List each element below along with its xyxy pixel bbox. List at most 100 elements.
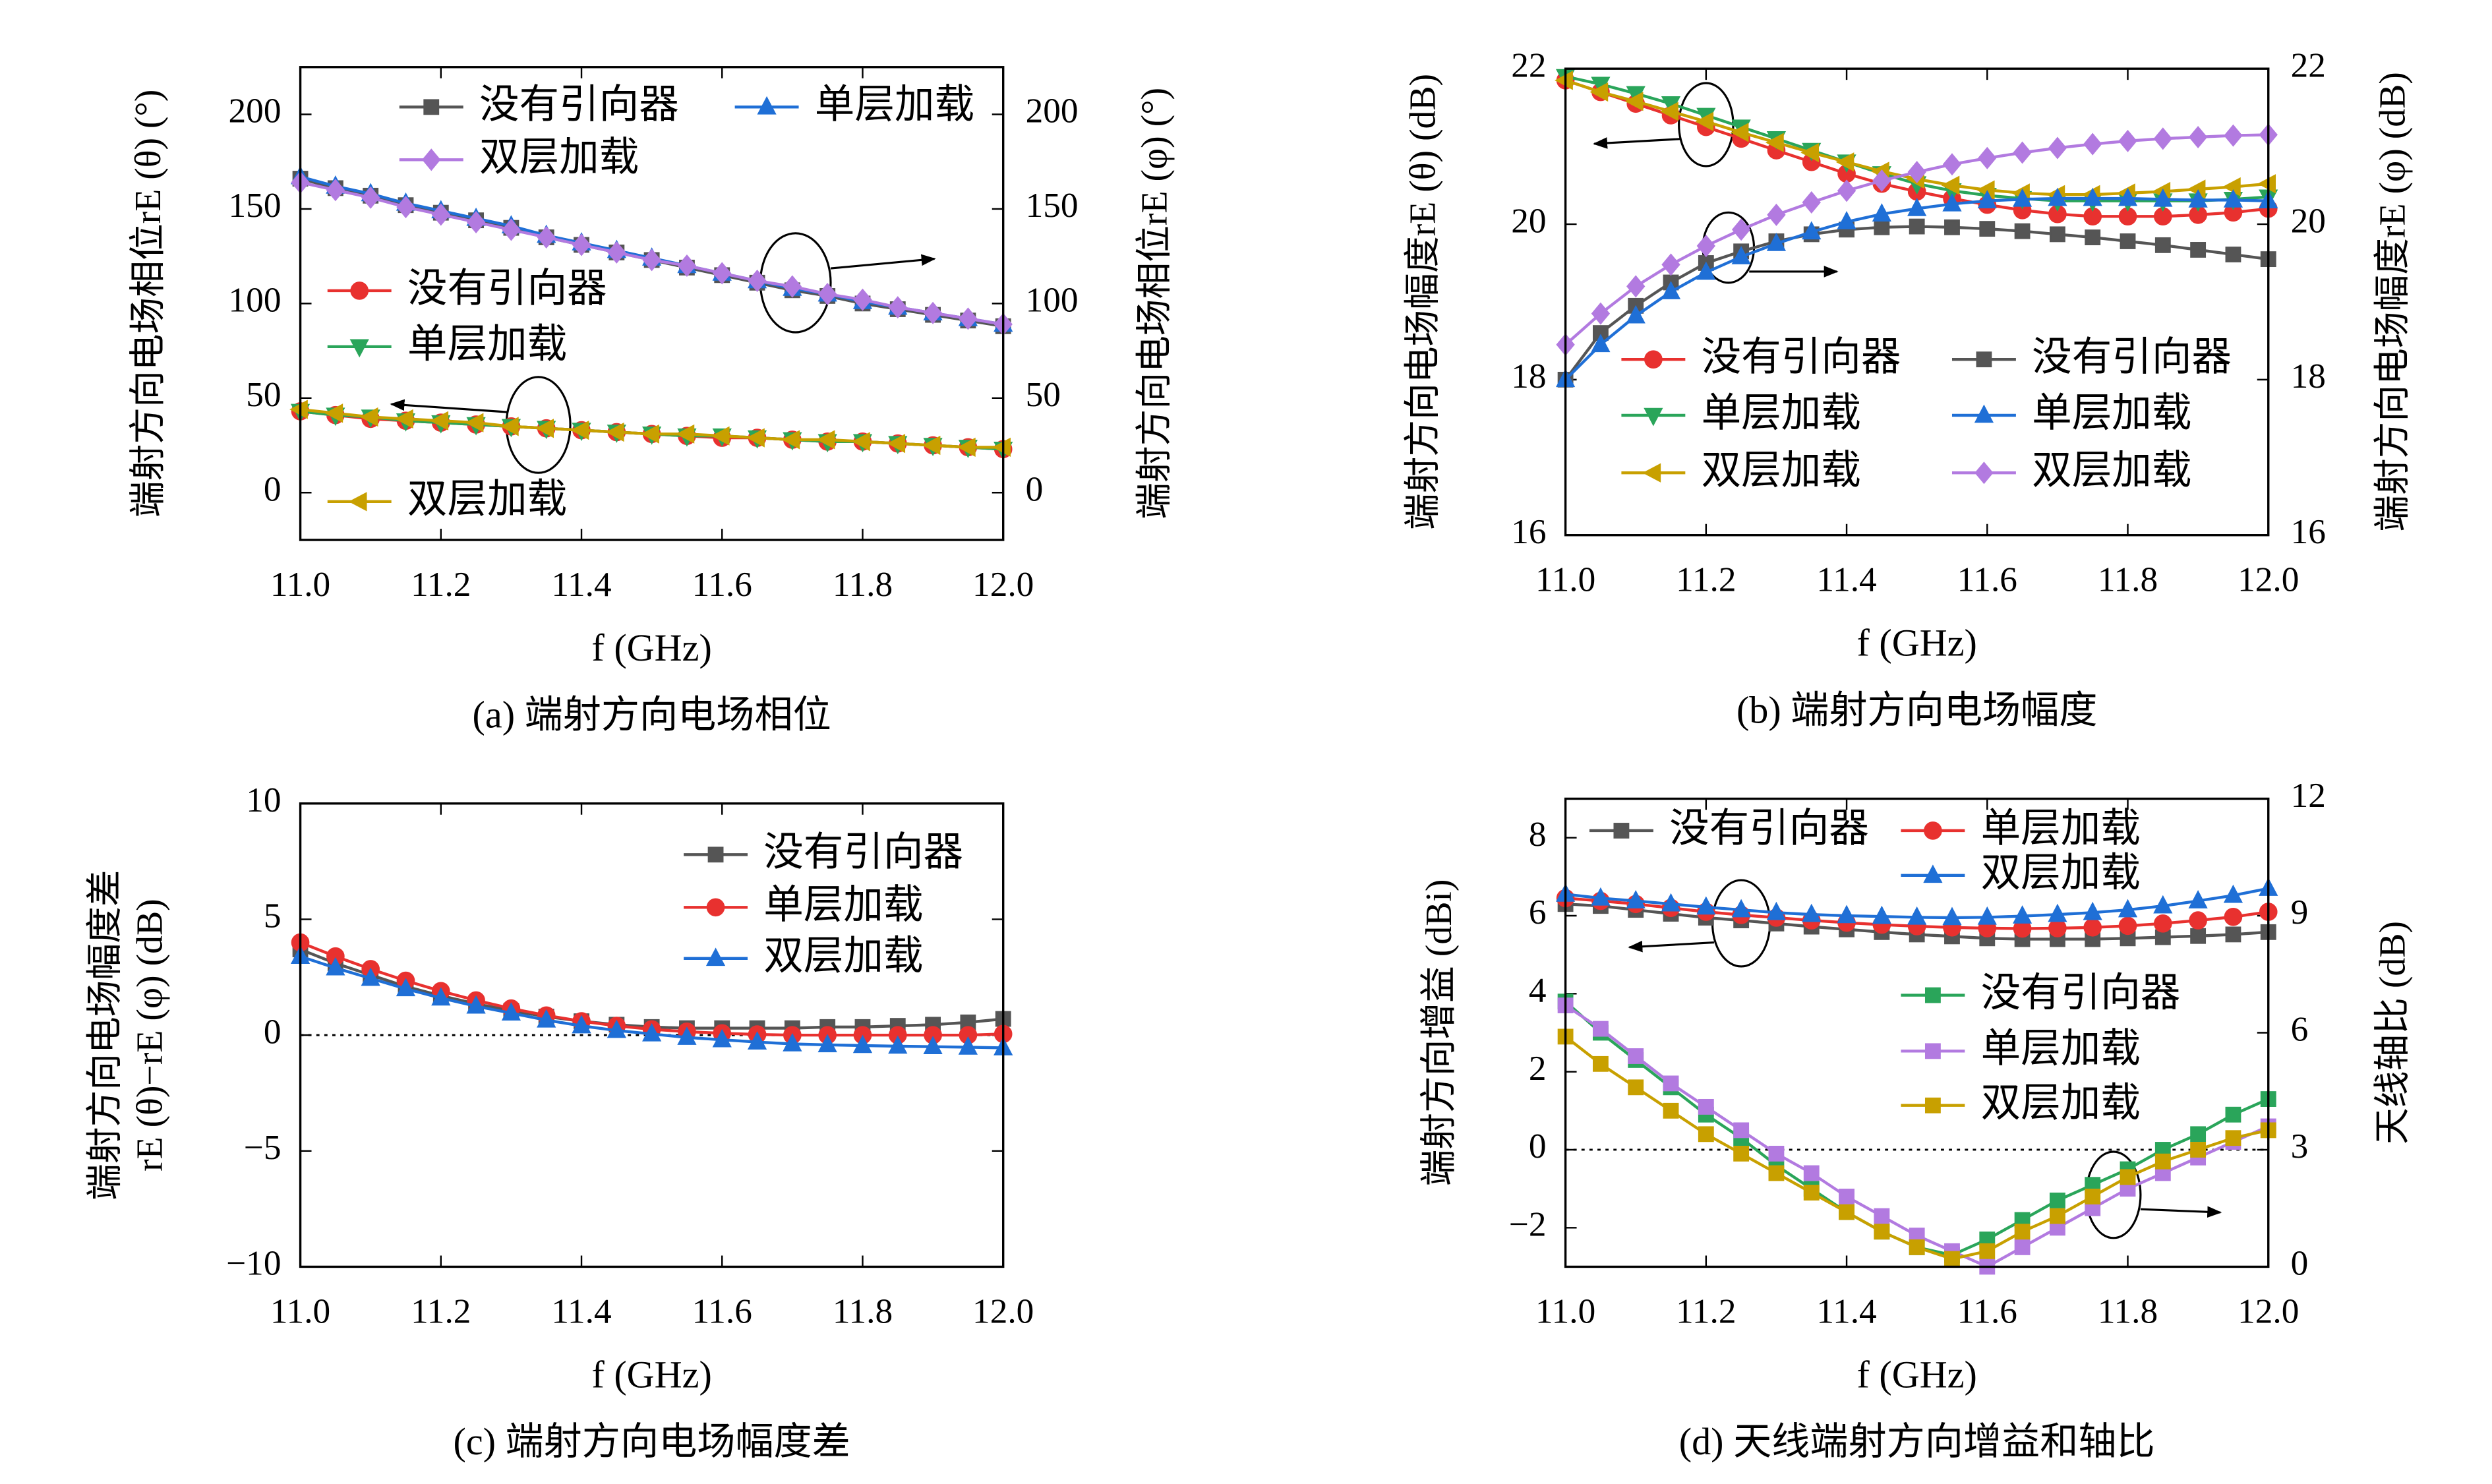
plot-frame [1564, 797, 2270, 1268]
marker [537, 1009, 556, 1028]
marker [2083, 187, 2102, 206]
legend-symbol [1924, 987, 1941, 1003]
marker [572, 1015, 591, 1034]
legend-symbol [1923, 864, 1943, 883]
marker [1628, 1079, 1644, 1096]
marker [1660, 102, 1678, 121]
marker [2014, 1224, 2031, 1240]
marker [1909, 218, 1925, 235]
legend-item: 双层加载 [1901, 1081, 2141, 1125]
marker [2225, 926, 2241, 943]
legend-label: 没有引向器 [407, 266, 607, 311]
marker [1592, 1055, 1609, 1072]
marker [959, 307, 978, 330]
marker [888, 296, 907, 319]
marker [2048, 903, 2067, 922]
legend-item: 没有引向器 [1901, 971, 2180, 1015]
marker [1874, 1208, 1890, 1224]
x-tick-label: 11.0 [270, 565, 330, 604]
marker [1696, 896, 1716, 915]
marker [2085, 229, 2101, 246]
y-tick-label: 100 [229, 281, 282, 320]
marker [431, 987, 451, 1006]
y-tick-label: 200 [229, 92, 282, 131]
y2-tick-label: 150 [1026, 186, 1079, 225]
y-tick-label: 0 [264, 1012, 282, 1051]
marker [2223, 884, 2243, 903]
marker [326, 179, 345, 202]
legend-item: 单层加载 [327, 322, 567, 367]
marker [2224, 124, 2243, 147]
legend-item: 单层加载 [1951, 391, 2191, 435]
marker [501, 1002, 521, 1021]
y2-tick-label: 18 [2291, 357, 2326, 396]
arrow [1593, 137, 1681, 149]
marker [2014, 1239, 2031, 1255]
legend-item: 没有引向器 [1951, 336, 2232, 380]
marker [605, 422, 624, 442]
legend-label: 双层加载 [1981, 851, 2141, 895]
marker [324, 403, 343, 423]
marker [2225, 1130, 2241, 1146]
chart: 11.0 11.2 11.4 11.6 11.8 12.0 0 50 100 150 200 0 50 1… [128, 66, 1175, 736]
marker [2257, 174, 2276, 194]
legend-item: 没有引向器 [327, 266, 607, 311]
marker [1696, 235, 1716, 258]
marker [1978, 146, 1997, 169]
legend-label: 双层加载 [2032, 449, 2191, 493]
marker [1803, 1185, 1820, 1201]
legend-symbol [1976, 351, 1992, 368]
marker [500, 417, 519, 436]
y-tick-label: 18 [1511, 357, 1546, 396]
legend-label: 单层加载 [815, 83, 974, 127]
legend-item: 双层加载 [1621, 449, 1861, 493]
legend-label: 没有引向器 [2032, 336, 2232, 380]
marker [922, 435, 941, 456]
y2-tick-label: 20 [2291, 201, 2326, 240]
y-tick-label: 150 [229, 186, 282, 225]
x-tick-label: 12.0 [2238, 1291, 2299, 1330]
marker [1802, 191, 1821, 214]
marker [958, 1036, 978, 1055]
marker [2120, 1169, 2136, 1185]
marker [923, 301, 943, 324]
legend-label: 双层加载 [1702, 449, 1861, 493]
arrow [1628, 940, 1715, 953]
marker [2118, 899, 2138, 918]
marker [1802, 903, 1822, 922]
x-tick-label: 11.2 [1676, 560, 1736, 599]
marker [888, 1035, 908, 1054]
x-tick-label: 11.2 [411, 1291, 471, 1330]
marker [1730, 123, 1749, 142]
y-axis-label: 端射方向电场幅度rE (θ) (dB) [1403, 74, 1444, 530]
legend-label: 单层加载 [1981, 1027, 2141, 1071]
series-line [1564, 1004, 2269, 1268]
marker [1591, 302, 1611, 325]
marker [2118, 187, 2138, 206]
legend-symbol [1613, 823, 1630, 839]
legend-label: 单层加载 [1702, 391, 1861, 435]
marker [2225, 247, 2241, 262]
plot-frame [299, 66, 1005, 541]
marker [2012, 905, 2032, 924]
marker [852, 1034, 873, 1054]
x-tick-label: 11.6 [692, 565, 752, 604]
legend-symbol [423, 99, 440, 115]
marker [1695, 111, 1714, 131]
x-axis-label: f (GHz) [591, 626, 711, 669]
marker [1942, 906, 1962, 926]
legend-symbol [1924, 1097, 1941, 1113]
marker [2190, 928, 2207, 944]
x-tick-label: 12.0 [2238, 560, 2299, 599]
legend-label: 单层加载 [763, 883, 923, 928]
y-tick-label: 22 [1511, 45, 1546, 84]
x-tick-label: 11.8 [2098, 1291, 2158, 1330]
legend-symbol [422, 148, 441, 171]
marker [1907, 197, 1927, 216]
marker [1626, 275, 1646, 298]
marker [1555, 71, 1573, 90]
marker [1907, 906, 1927, 925]
y-tick-label: 0 [264, 469, 282, 508]
marker [817, 1034, 837, 1053]
marker [2190, 242, 2207, 258]
